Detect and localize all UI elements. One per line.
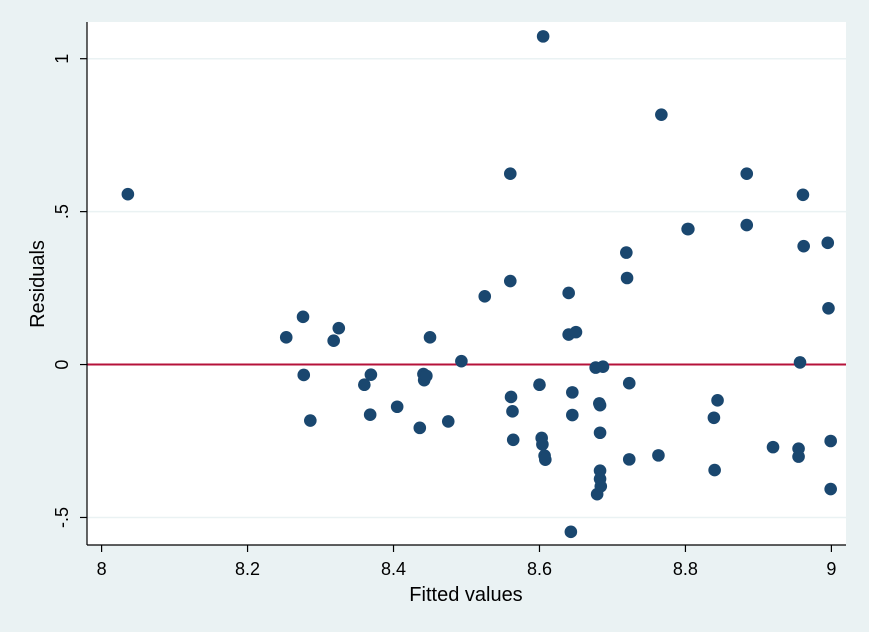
- data-point-48: [622, 453, 636, 466]
- data-point-11: [413, 421, 427, 435]
- data-point-4: [304, 414, 317, 427]
- data-point-21: [504, 390, 518, 404]
- y-axis: -.5 0 .5 1: [52, 22, 88, 545]
- data-points: [121, 30, 837, 539]
- x-tick-label-3: 8.6: [527, 559, 552, 579]
- data-point-54: [708, 463, 721, 477]
- y-tick-label-1: 0: [52, 360, 72, 370]
- x-tick-label-0: 8: [97, 559, 107, 579]
- data-point-16: [441, 415, 455, 428]
- data-point-23: [506, 433, 520, 447]
- data-point-56: [740, 167, 754, 181]
- data-point-9: [364, 368, 378, 381]
- data-point-34: [564, 525, 578, 539]
- data-point-26: [536, 438, 549, 451]
- data-point-6: [332, 321, 346, 335]
- x-tick-label-5: 9: [826, 559, 836, 579]
- data-point-7: [358, 378, 371, 392]
- data-point-40: [593, 426, 607, 440]
- data-point-58: [766, 440, 780, 454]
- data-point-18: [478, 290, 492, 303]
- data-point-45: [620, 246, 633, 259]
- y-tick-label-0: -.5: [52, 507, 72, 528]
- data-point-20: [503, 274, 517, 288]
- data-point-33: [566, 408, 579, 422]
- data-point-2: [296, 310, 310, 324]
- data-point-14: [420, 369, 433, 383]
- data-point-46: [620, 271, 634, 285]
- data-point-57: [740, 218, 754, 232]
- data-point-66: [824, 434, 837, 448]
- data-point-17: [455, 354, 468, 368]
- data-point-67: [824, 482, 837, 496]
- x-axis: 8 8.2 8.4 8.6 8.8 9: [87, 544, 846, 579]
- data-point-24: [533, 378, 546, 392]
- data-point-61: [793, 356, 807, 369]
- data-point-64: [821, 236, 835, 250]
- data-point-15: [423, 331, 437, 344]
- data-point-8: [363, 408, 377, 422]
- data-point-49: [652, 449, 665, 462]
- plot-area: [87, 22, 846, 545]
- data-point-60: [792, 450, 805, 463]
- data-point-35: [569, 325, 583, 339]
- data-point-32: [566, 386, 579, 399]
- data-point-43: [594, 479, 608, 493]
- data-point-65: [822, 301, 835, 315]
- data-point-50: [655, 108, 668, 121]
- data-point-62: [796, 188, 810, 202]
- data-point-44: [596, 360, 610, 373]
- x-axis-title: Fitted values: [409, 584, 522, 606]
- data-point-3: [297, 368, 311, 382]
- data-point-29: [539, 453, 552, 466]
- data-point-39: [593, 398, 607, 412]
- data-point-63: [797, 239, 810, 253]
- data-point-1: [279, 331, 293, 344]
- data-point-30: [562, 286, 575, 300]
- data-point-52: [682, 222, 695, 236]
- y-tick-label-2: .5: [52, 204, 72, 219]
- data-point-47: [622, 376, 636, 390]
- data-point-19: [503, 167, 517, 181]
- data-point-0: [121, 187, 135, 201]
- data-point-55: [711, 394, 724, 407]
- data-point-27: [536, 30, 550, 43]
- data-point-5: [327, 334, 340, 347]
- data-point-10: [390, 400, 404, 414]
- data-point-22: [506, 405, 519, 418]
- x-tick-label-1: 8.2: [235, 559, 260, 579]
- x-tick-label-2: 8.4: [381, 559, 406, 579]
- data-point-53: [707, 411, 721, 425]
- y-axis-title: Residuals: [27, 240, 49, 328]
- y-tick-label-3: 1: [52, 54, 72, 64]
- x-tick-label-4: 8.8: [673, 559, 698, 579]
